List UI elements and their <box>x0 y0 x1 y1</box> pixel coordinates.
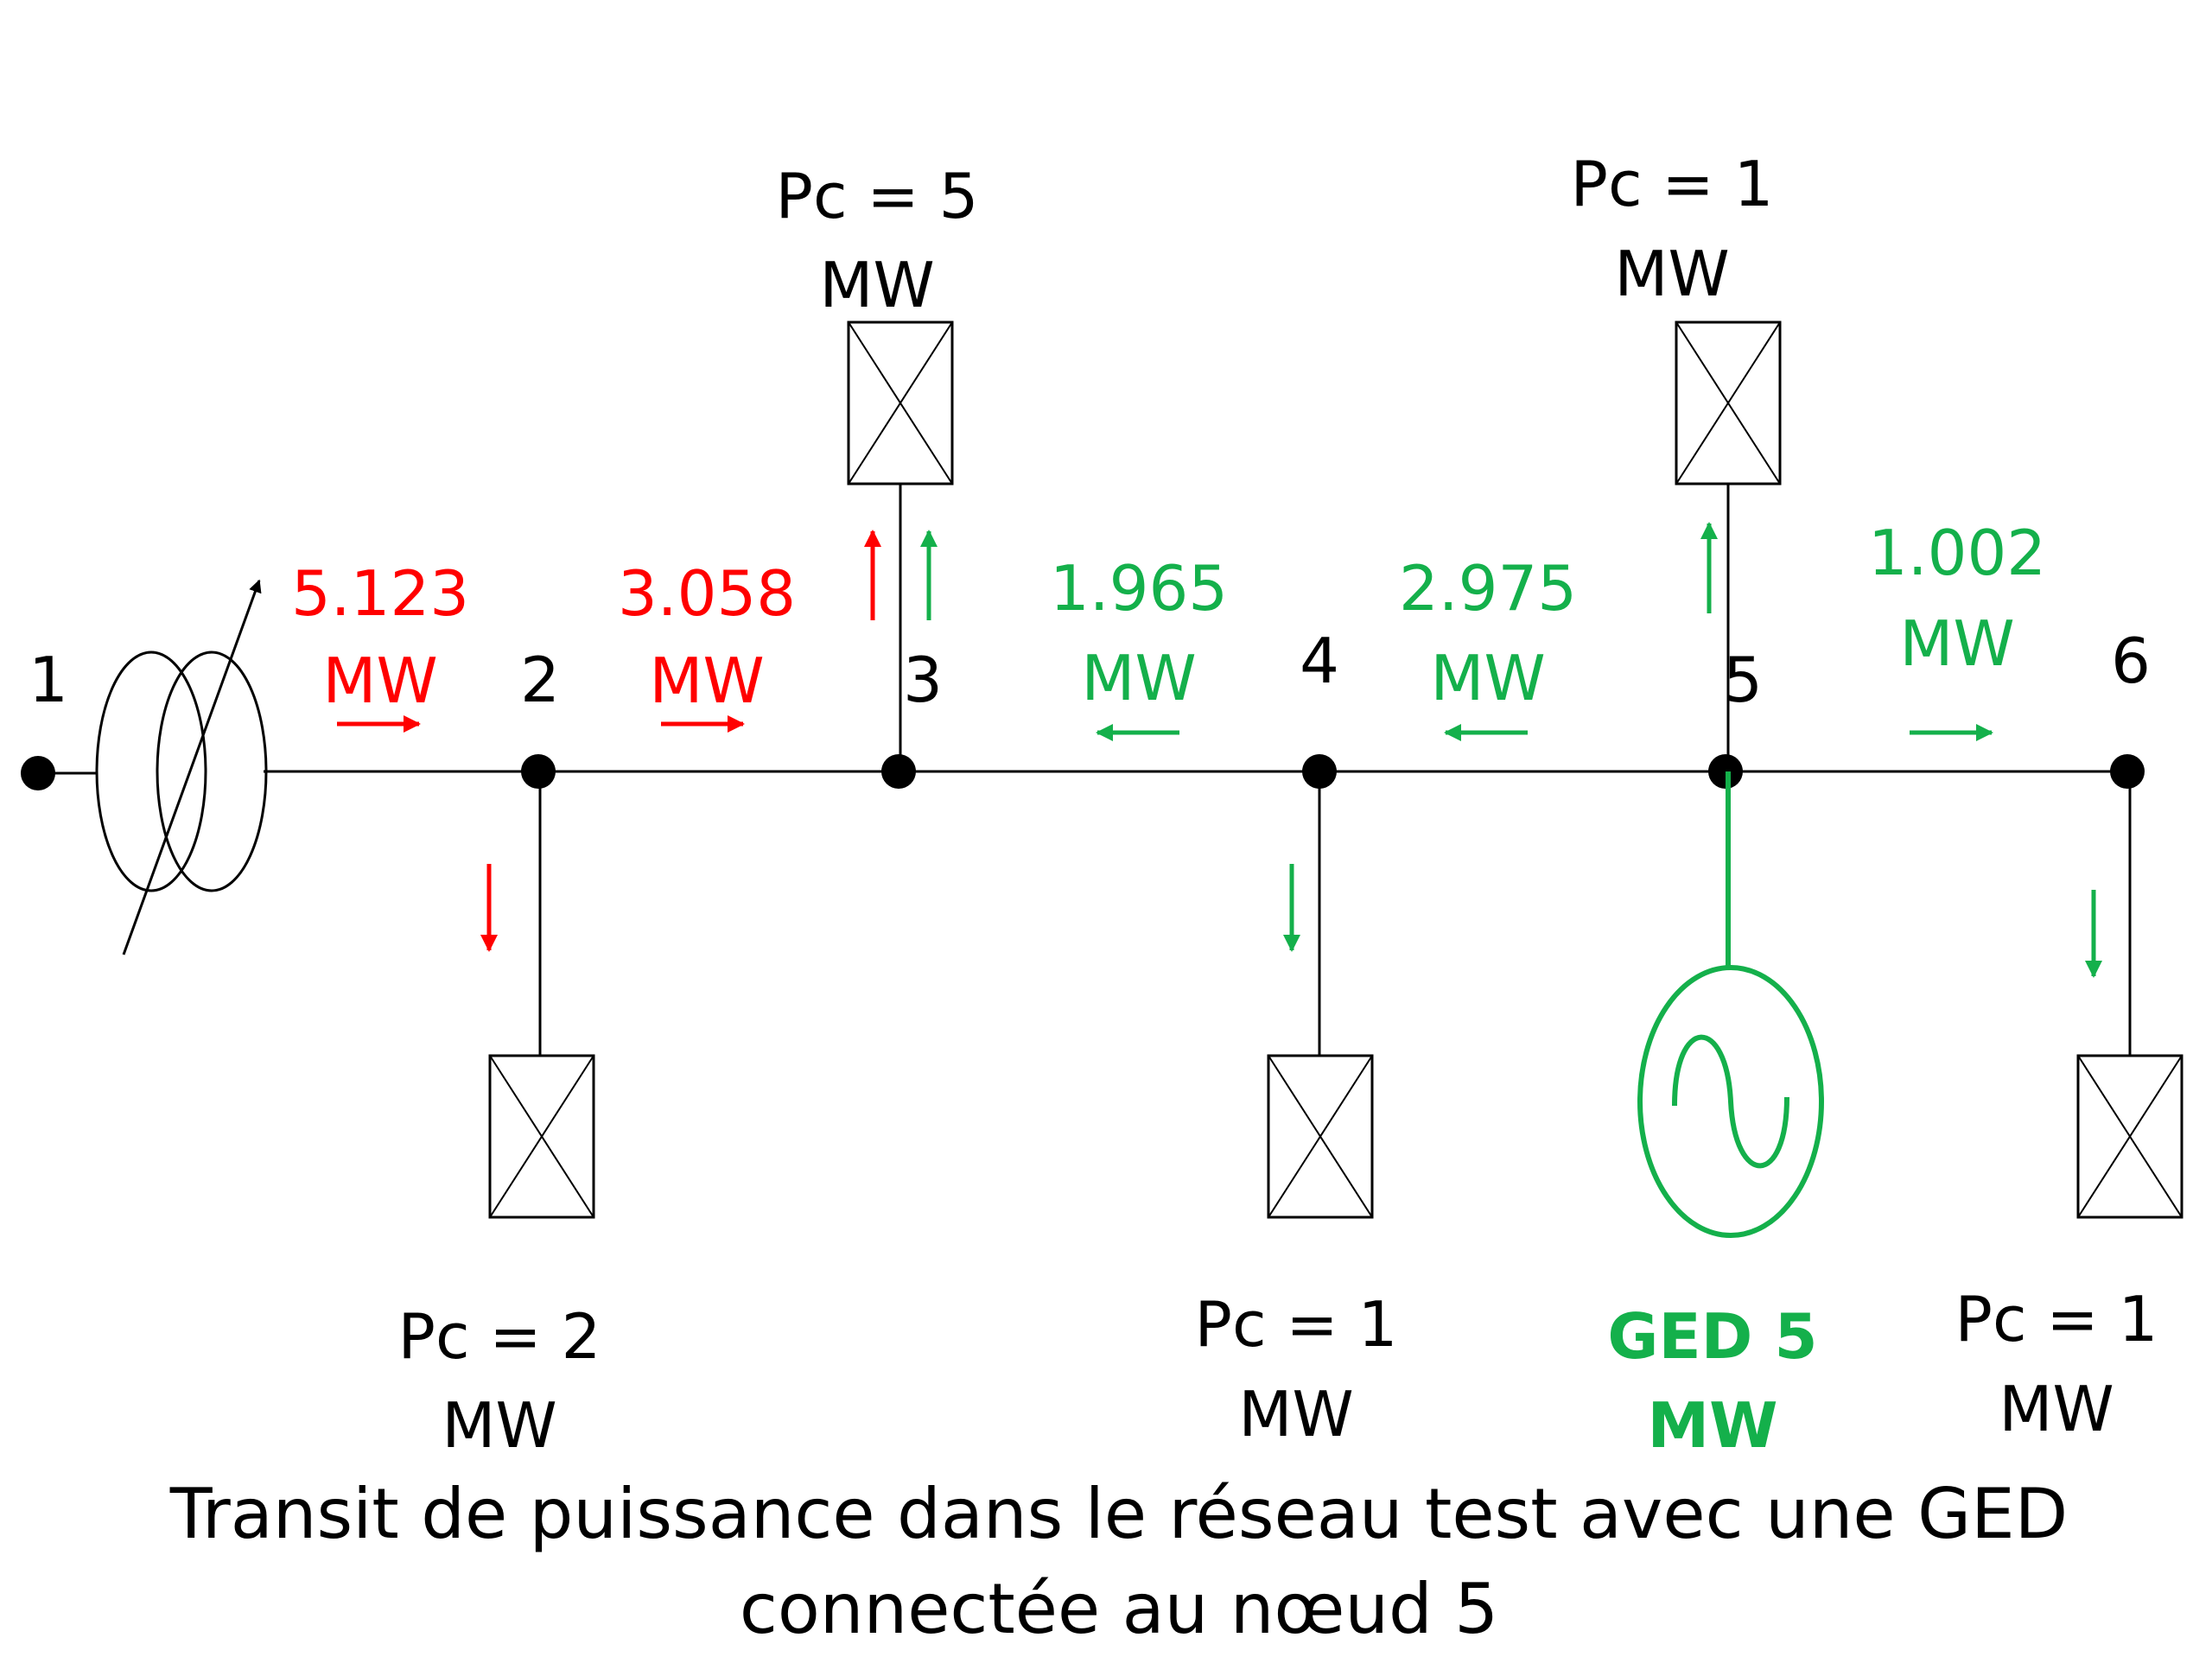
load-node-3 <box>847 321 954 771</box>
node-label-2: 2 <box>520 644 560 716</box>
node-3-dot <box>881 754 916 789</box>
node-1-dot <box>21 756 55 790</box>
load-label-node-4-line1: Pc = 1 <box>1195 1288 1398 1361</box>
flow-unit-3: MW <box>1081 642 1196 714</box>
caption-line-2: connectée au nœud 5 <box>740 1569 1498 1649</box>
transformer-icon <box>95 579 268 955</box>
load-label-node-4-line2: MW <box>1238 1378 1353 1450</box>
flow-unit-2: MW <box>649 644 764 717</box>
node-label-4: 4 <box>1300 625 1339 697</box>
load-label-node-3-line2: MW <box>819 249 934 321</box>
generator-ged-icon <box>1637 771 1824 1238</box>
flow-unit-5: MW <box>1899 607 2014 680</box>
load-node-2 <box>488 771 595 1219</box>
flow-value-4: 2.975 <box>1399 552 1577 625</box>
flow-value-1: 5.123 <box>291 557 469 630</box>
flow-value-3: 1.965 <box>1050 552 1228 625</box>
load-label-node-2-line2: MW <box>442 1389 556 1462</box>
node-label-1: 1 <box>29 644 68 716</box>
generator-label-line1: GED 5 <box>1607 1300 1817 1373</box>
load-node-4 <box>1267 771 1374 1219</box>
flow-unit-1: MW <box>322 644 437 717</box>
caption-line-1: Transit de puissance dans le réseau test… <box>169 1474 2068 1554</box>
flow-value-5: 1.002 <box>1868 517 2046 589</box>
load-label-node-6-line2: MW <box>1999 1373 2113 1445</box>
node-label-5: 5 <box>1723 644 1763 716</box>
load-label-node-5-line1: Pc = 1 <box>1571 148 1774 220</box>
node-6-dot <box>2110 754 2145 789</box>
flow-value-2: 3.058 <box>618 557 796 630</box>
load-label-node-3-line1: Pc = 5 <box>776 160 979 232</box>
load-label-node-5-line2: MW <box>1614 238 1729 310</box>
load-node-6 <box>2076 771 2183 1219</box>
node-label-6: 6 <box>2111 625 2151 697</box>
load-node-5 <box>1675 321 1782 771</box>
load-label-node-2-line1: Pc = 2 <box>398 1300 601 1373</box>
node-label-3: 3 <box>903 644 943 716</box>
node-2-dot <box>521 754 556 789</box>
flow-unit-4: MW <box>1430 642 1545 714</box>
generator-label-line2: MW <box>1647 1389 1777 1462</box>
load-label-node-6-line1: Pc = 1 <box>1955 1283 2158 1355</box>
